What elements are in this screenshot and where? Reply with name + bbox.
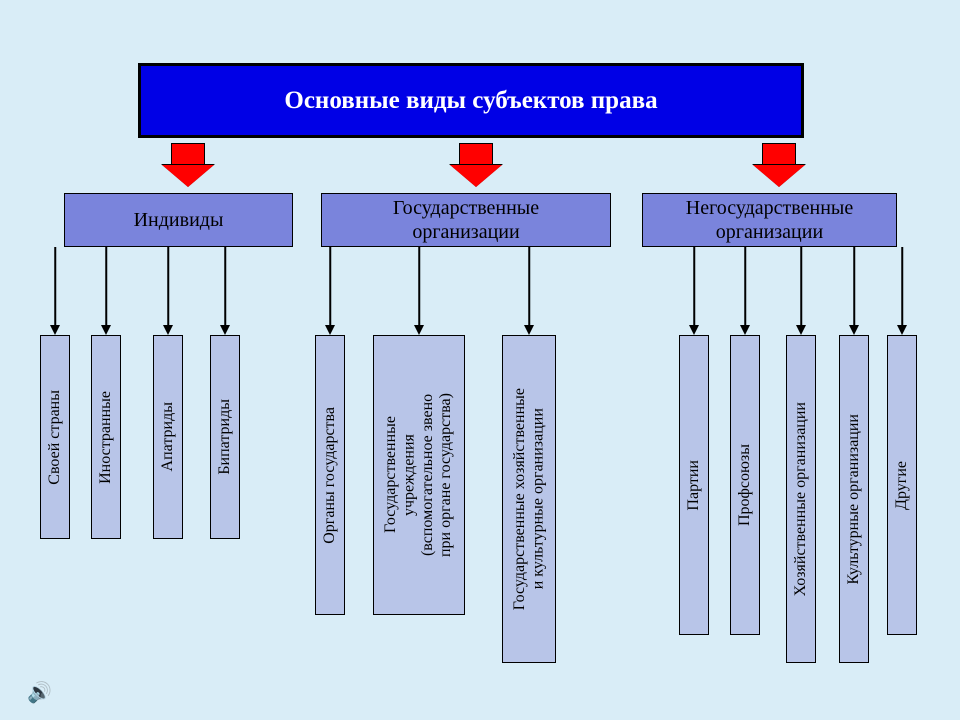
- leaf-box: Партии: [679, 335, 709, 635]
- connector-arrow: [163, 247, 173, 335]
- leaf-label: Профсоюзы: [736, 444, 754, 526]
- category-label: Индивиды: [134, 208, 224, 232]
- connector-arrow: [50, 247, 60, 335]
- connector-arrow: [796, 247, 806, 335]
- connector-arrow: [325, 247, 335, 335]
- red-arrow: [753, 143, 805, 187]
- diagram-canvas: Основные виды субъектов права Индивиды Гос…: [0, 0, 960, 720]
- leaf-label: Партии: [685, 460, 703, 511]
- speaker-icon: 🔊: [27, 680, 52, 705]
- leaf-box: Апатриды: [153, 335, 183, 539]
- category-label: Негосударственные организации: [686, 196, 853, 244]
- connector-arrow: [740, 247, 750, 335]
- leaf-box: Профсоюзы: [730, 335, 760, 635]
- leaf-label: Государственные хозяйственные и культурн…: [511, 388, 548, 610]
- title-box: Основные виды субъектов права: [138, 63, 804, 138]
- category-box: Индивиды: [64, 193, 293, 247]
- red-arrow: [450, 143, 502, 187]
- leaf-box: Хозяйственные организации: [786, 335, 816, 663]
- leaf-label: Апатриды: [159, 402, 177, 471]
- leaf-label: Своей страны: [46, 390, 64, 485]
- leaf-box: Другие: [887, 335, 917, 635]
- leaf-label: Культурные организации: [845, 414, 863, 585]
- category-box: Государственные организации: [321, 193, 611, 247]
- leaf-box: Государственные учреждения (вспомогатель…: [373, 335, 465, 615]
- connector-arrow: [101, 247, 111, 335]
- connector-arrow: [220, 247, 230, 335]
- connector-arrow: [524, 247, 534, 335]
- leaf-label: Другие: [893, 461, 911, 510]
- red-arrow: [162, 143, 214, 187]
- leaf-label: Государственные учреждения (вспомогатель…: [382, 393, 456, 557]
- leaf-label: Органы государства: [321, 407, 339, 544]
- leaf-box: Бипатриды: [210, 335, 240, 539]
- connector-arrow: [897, 247, 907, 335]
- title-text: Основные виды субъектов права: [284, 87, 657, 115]
- leaf-box: Государственные хозяйственные и культурн…: [502, 335, 556, 663]
- leaf-box: Своей страны: [40, 335, 70, 539]
- leaf-label: Хозяйственные организации: [792, 402, 810, 596]
- connector-arrow: [849, 247, 859, 335]
- leaf-box: Иностранные: [91, 335, 121, 539]
- category-label: Государственные организации: [393, 196, 539, 244]
- category-box: Негосударственные организации: [642, 193, 897, 247]
- leaf-box: Культурные организации: [839, 335, 869, 663]
- connector-arrow: [414, 247, 424, 335]
- connector-arrow: [689, 247, 699, 335]
- leaf-label: Иностранные: [97, 391, 115, 484]
- leaf-box: Органы государства: [315, 335, 345, 615]
- leaf-label: Бипатриды: [216, 399, 234, 475]
